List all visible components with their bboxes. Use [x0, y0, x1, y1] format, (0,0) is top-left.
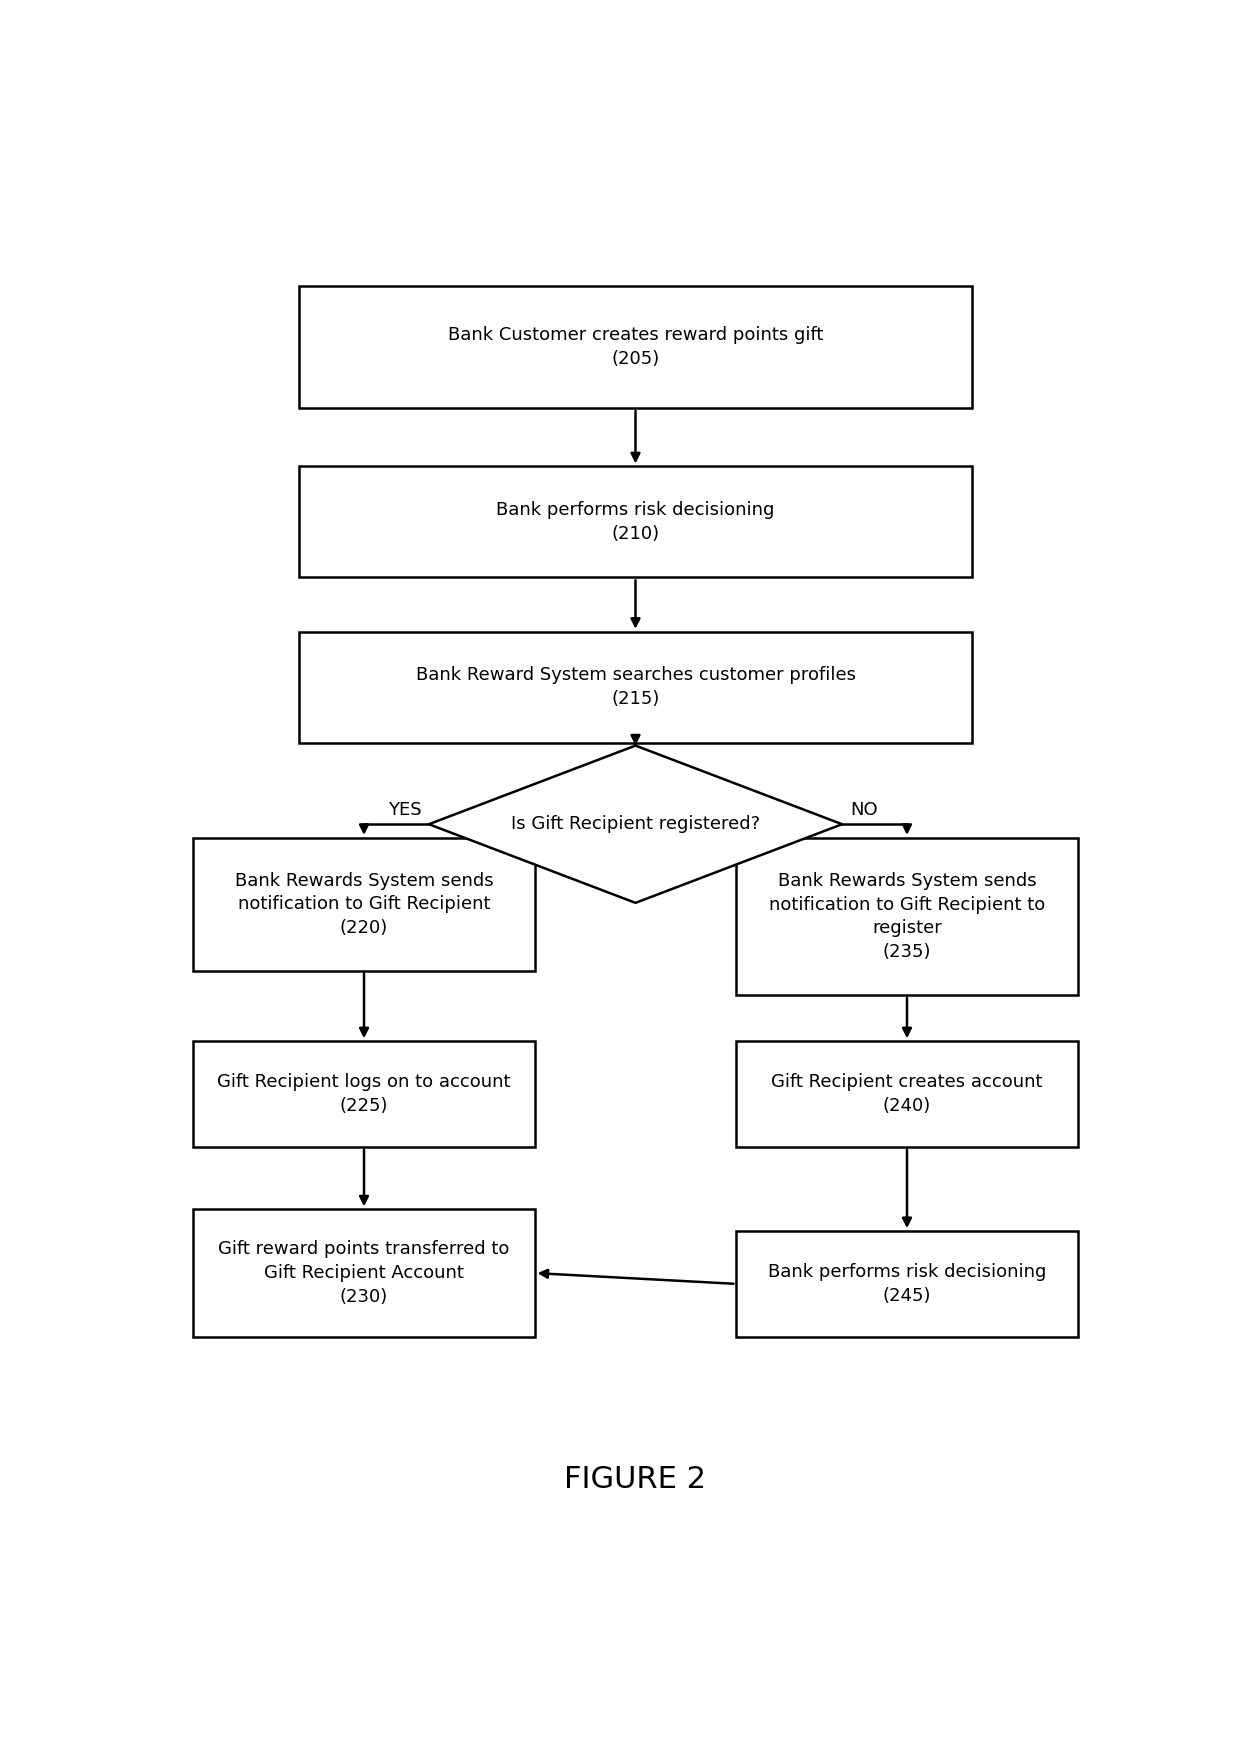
Text: Bank Rewards System sends
notification to Gift Recipient
(220): Bank Rewards System sends notification t… — [234, 872, 494, 937]
Text: FIGURE 2: FIGURE 2 — [564, 1465, 707, 1493]
Text: Bank performs risk decisioning
(245): Bank performs risk decisioning (245) — [768, 1263, 1047, 1305]
Bar — [193, 1210, 534, 1337]
Text: Bank performs risk decisioning
(210): Bank performs risk decisioning (210) — [496, 502, 775, 542]
Text: Bank Reward System searches customer profiles
(215): Bank Reward System searches customer pro… — [415, 666, 856, 708]
Bar — [737, 838, 1078, 995]
Text: Bank Customer creates reward points gift
(205): Bank Customer creates reward points gift… — [448, 326, 823, 368]
Text: YES: YES — [388, 801, 422, 819]
Text: Bank Rewards System sends
notification to Gift Recipient to
register
(235): Bank Rewards System sends notification t… — [769, 872, 1045, 962]
Text: Is Gift Recipient registered?: Is Gift Recipient registered? — [511, 815, 760, 833]
Text: Gift Recipient creates account
(240): Gift Recipient creates account (240) — [771, 1072, 1043, 1115]
Text: Gift Recipient logs on to account
(225): Gift Recipient logs on to account (225) — [217, 1072, 511, 1115]
Bar — [737, 1231, 1078, 1337]
Bar — [737, 1041, 1078, 1146]
Bar — [193, 1041, 534, 1146]
Bar — [299, 632, 972, 743]
Text: NO: NO — [849, 801, 878, 819]
Bar — [193, 838, 534, 970]
Bar — [299, 467, 972, 578]
Bar — [299, 285, 972, 409]
Polygon shape — [429, 745, 842, 903]
Text: Gift reward points transferred to
Gift Recipient Account
(230): Gift reward points transferred to Gift R… — [218, 1240, 510, 1305]
